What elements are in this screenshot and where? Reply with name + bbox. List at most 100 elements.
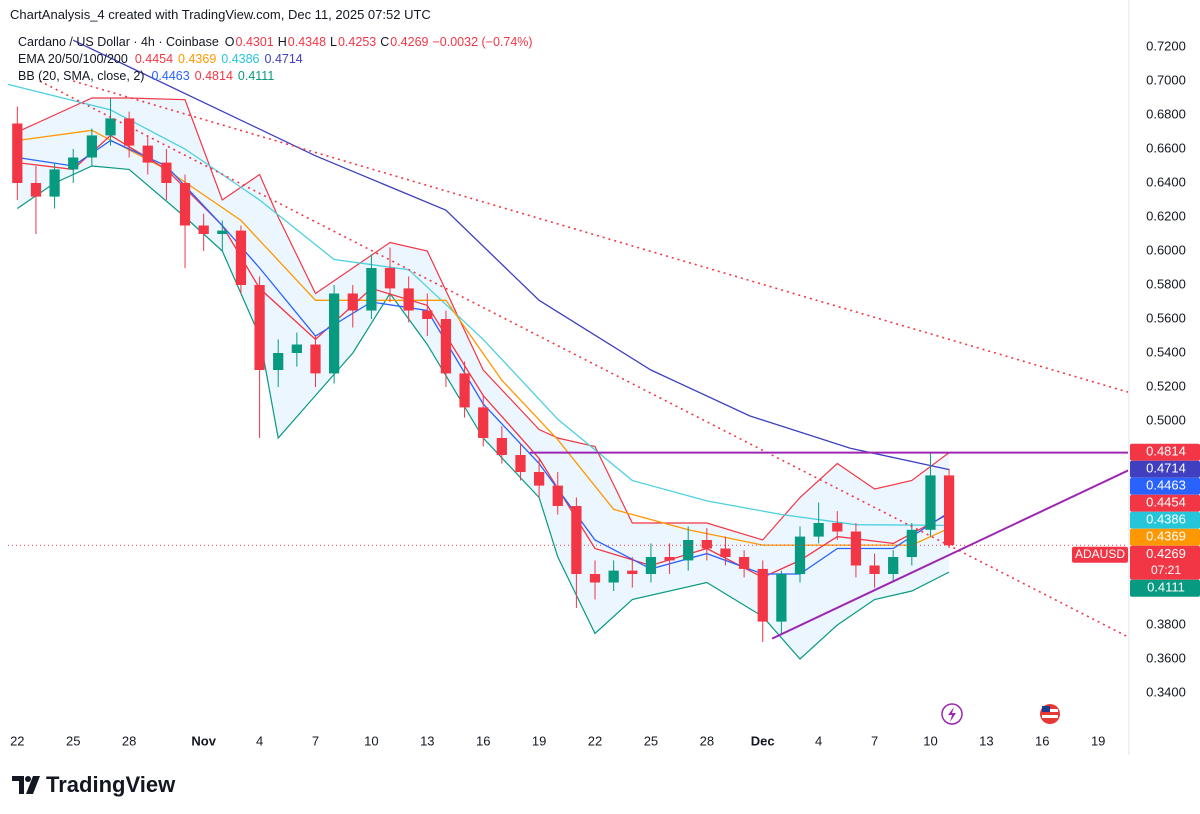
price-tag: [1130, 545, 1200, 580]
candle-body: [533, 472, 545, 486]
candle-body: [328, 293, 340, 374]
candle-body: [124, 118, 135, 146]
ohlc-key: O: [224, 35, 235, 49]
candle-body: [645, 557, 657, 575]
candle-body: [925, 475, 936, 530]
candle-body: [403, 288, 414, 311]
candle-body: [627, 570, 638, 575]
y-tick-label: 0.3600: [1146, 650, 1186, 665]
indicator-line: [7, 83, 950, 527]
x-tick-label: 25: [66, 733, 80, 748]
price-tag-label: 0.4111: [1147, 580, 1185, 595]
legend-value: 0.4454: [134, 52, 174, 66]
candle-body: [459, 373, 470, 408]
price-tag: [1130, 511, 1200, 529]
candle-body: [105, 118, 116, 136]
symbol-tag-label: ADAUSD: [1075, 547, 1125, 561]
x-tick-label: 7: [871, 733, 878, 748]
candle-body: [720, 548, 731, 558]
candle-body: [515, 455, 526, 473]
price-tag: [1130, 477, 1200, 495]
legend: Cardano / US Dollar · 4h · Coinbase O0.43…: [18, 34, 533, 85]
price-tag-label: 0.4269: [1146, 546, 1186, 561]
ohlc-value: 0.4348: [287, 35, 327, 49]
x-tick-label: 7: [312, 733, 319, 748]
bb-fill: [17, 98, 950, 660]
candle-body: [701, 540, 712, 549]
x-tick-label: 16: [476, 733, 490, 748]
x-tick-label: 16: [1035, 733, 1049, 748]
bb-lower: [16, 165, 950, 660]
candle-body: [254, 285, 265, 371]
candle-body: [217, 230, 228, 235]
ohlc-value: 0.4301: [235, 35, 274, 49]
candle-body: [888, 557, 899, 575]
y-tick-label: 0.5000: [1146, 412, 1186, 427]
price-tag: [1130, 528, 1200, 546]
candle-body: [440, 319, 452, 374]
y-tick-label: 0.6600: [1146, 140, 1186, 155]
legend-value: 0.4714: [264, 52, 303, 66]
x-tick-label: 10: [923, 733, 937, 748]
ohlc-key: C: [380, 35, 390, 49]
candle-body: [235, 230, 247, 286]
legend-value: 0.4463: [151, 69, 190, 83]
y-tick-label: 0.5200: [1146, 378, 1186, 393]
y-tick-label: 0.6800: [1146, 106, 1186, 121]
axes: 0.34000.36000.38000.40000.42000.44000.46…: [10, 0, 1200, 755]
ohlc-key: H: [277, 35, 287, 49]
candle-body: [12, 123, 23, 184]
x-tick-label: 25: [644, 733, 658, 748]
y-tick-label: 0.3800: [1146, 616, 1186, 631]
price-tag-label: 0.4463: [1146, 478, 1186, 493]
candle-body: [664, 557, 675, 561]
flag-stripe: [1042, 715, 1058, 718]
candle-body: [757, 568, 768, 622]
countdown: 07:21: [1151, 563, 1181, 577]
change: −0.0032 (−0.74%): [432, 35, 533, 49]
symbol-line: Cardano / US Dollar · 4h · Coinbase O0.43…: [18, 34, 533, 51]
logo-text: TradingView: [46, 772, 176, 797]
symbol-tag: [1072, 546, 1128, 563]
indicator-line: [72, 39, 950, 471]
candle-body: [850, 531, 862, 566]
ohlc-value: 0.4253: [337, 35, 377, 49]
candle-body: [179, 183, 191, 226]
candle-body: [496, 438, 507, 456]
y-tick-label: 0.7000: [1146, 72, 1186, 87]
candle-body: [794, 536, 806, 575]
x-tick-label: 28: [122, 733, 136, 748]
candle-body: [422, 310, 433, 320]
x-tick-label: 19: [1091, 733, 1105, 748]
flag-canton: [1042, 706, 1050, 712]
legend-value: 0.4111: [237, 69, 275, 83]
candle-body: [161, 162, 172, 184]
y-tick-label: 0.5800: [1146, 276, 1186, 291]
legend-row: BB (20, SMA, close, 2) 0.4463 0.4814 0.4111: [18, 68, 533, 85]
price-tag-label: 0.4386: [1146, 512, 1186, 527]
candle-body: [943, 475, 955, 546]
price-tag: [1130, 494, 1200, 512]
price-tag: [1130, 579, 1200, 597]
price-tag-label: 0.4454: [1146, 495, 1186, 510]
legend-label: EMA 20/50/100/200: [18, 52, 128, 66]
candle-body: [49, 169, 60, 197]
x-tick-label: 28: [700, 733, 714, 748]
y-tick-label: 0.5600: [1146, 310, 1186, 325]
candle-body: [683, 540, 694, 561]
candle-body: [813, 523, 824, 537]
candle-body: [273, 353, 284, 371]
candle-body: [198, 225, 209, 235]
legend-value: 0.4814: [194, 69, 233, 83]
x-tick-label: 13: [979, 733, 993, 748]
legend-value: 0.4386: [221, 52, 260, 66]
logo-mark: [25, 776, 31, 782]
price-tag-label: 0.4814: [1146, 444, 1186, 459]
x-tick-label: 4: [815, 733, 822, 748]
candle-body: [366, 268, 377, 311]
candle-body: [776, 574, 787, 622]
bb-upper: [17, 97, 950, 541]
candle-body: [478, 407, 489, 439]
